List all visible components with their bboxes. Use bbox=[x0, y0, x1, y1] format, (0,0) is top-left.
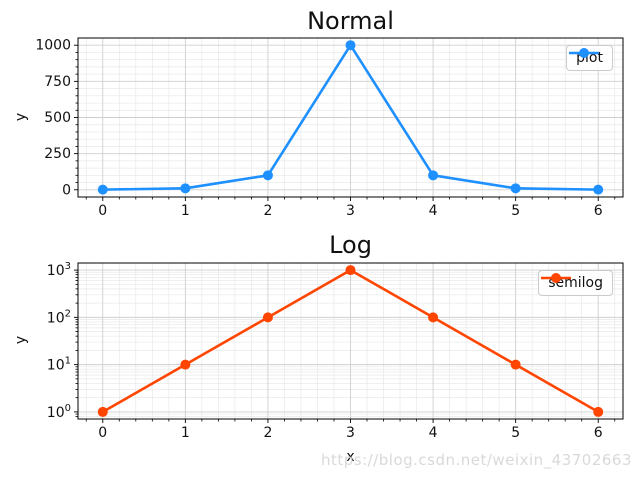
svg-text:750: 750 bbox=[44, 74, 71, 90]
svg-text:0: 0 bbox=[98, 203, 107, 219]
x-axis-label: x bbox=[346, 449, 355, 465]
svg-text:250: 250 bbox=[44, 146, 71, 162]
svg-text:6: 6 bbox=[594, 203, 603, 219]
svg-text:3: 3 bbox=[346, 203, 355, 219]
svg-text:101: 101 bbox=[47, 356, 71, 374]
svg-text:102: 102 bbox=[47, 308, 71, 326]
svg-text:6: 6 bbox=[594, 425, 603, 441]
svg-text:4: 4 bbox=[429, 203, 438, 219]
svg-text:4: 4 bbox=[429, 425, 438, 441]
watermark: https://blog.csdn.net/weixin_43702663 bbox=[320, 451, 632, 469]
chart-title-normal: Normal bbox=[307, 7, 394, 35]
legend-line-sample-plot bbox=[569, 48, 600, 58]
svg-text:3: 3 bbox=[346, 425, 355, 441]
svg-text:0: 0 bbox=[98, 425, 107, 441]
legend-line-sample-semilog bbox=[541, 273, 572, 283]
y-axis-label-log: y bbox=[13, 335, 29, 345]
svg-text:2: 2 bbox=[263, 425, 272, 441]
legend-log: semilog bbox=[538, 270, 613, 296]
svg-text:500: 500 bbox=[44, 110, 71, 126]
svg-text:2: 2 bbox=[263, 203, 272, 219]
svg-text:1000: 1000 bbox=[35, 38, 71, 54]
svg-text:100: 100 bbox=[47, 403, 71, 421]
legend-normal: plot bbox=[566, 45, 613, 71]
svg-text:1: 1 bbox=[181, 203, 190, 219]
y-axis-label-normal: y bbox=[13, 112, 29, 122]
svg-text:5: 5 bbox=[511, 425, 520, 441]
svg-text:103: 103 bbox=[47, 261, 71, 279]
chart-title-log: Log bbox=[329, 231, 372, 259]
svg-text:1: 1 bbox=[181, 425, 190, 441]
svg-text:0: 0 bbox=[62, 182, 71, 198]
svg-text:5: 5 bbox=[511, 203, 520, 219]
